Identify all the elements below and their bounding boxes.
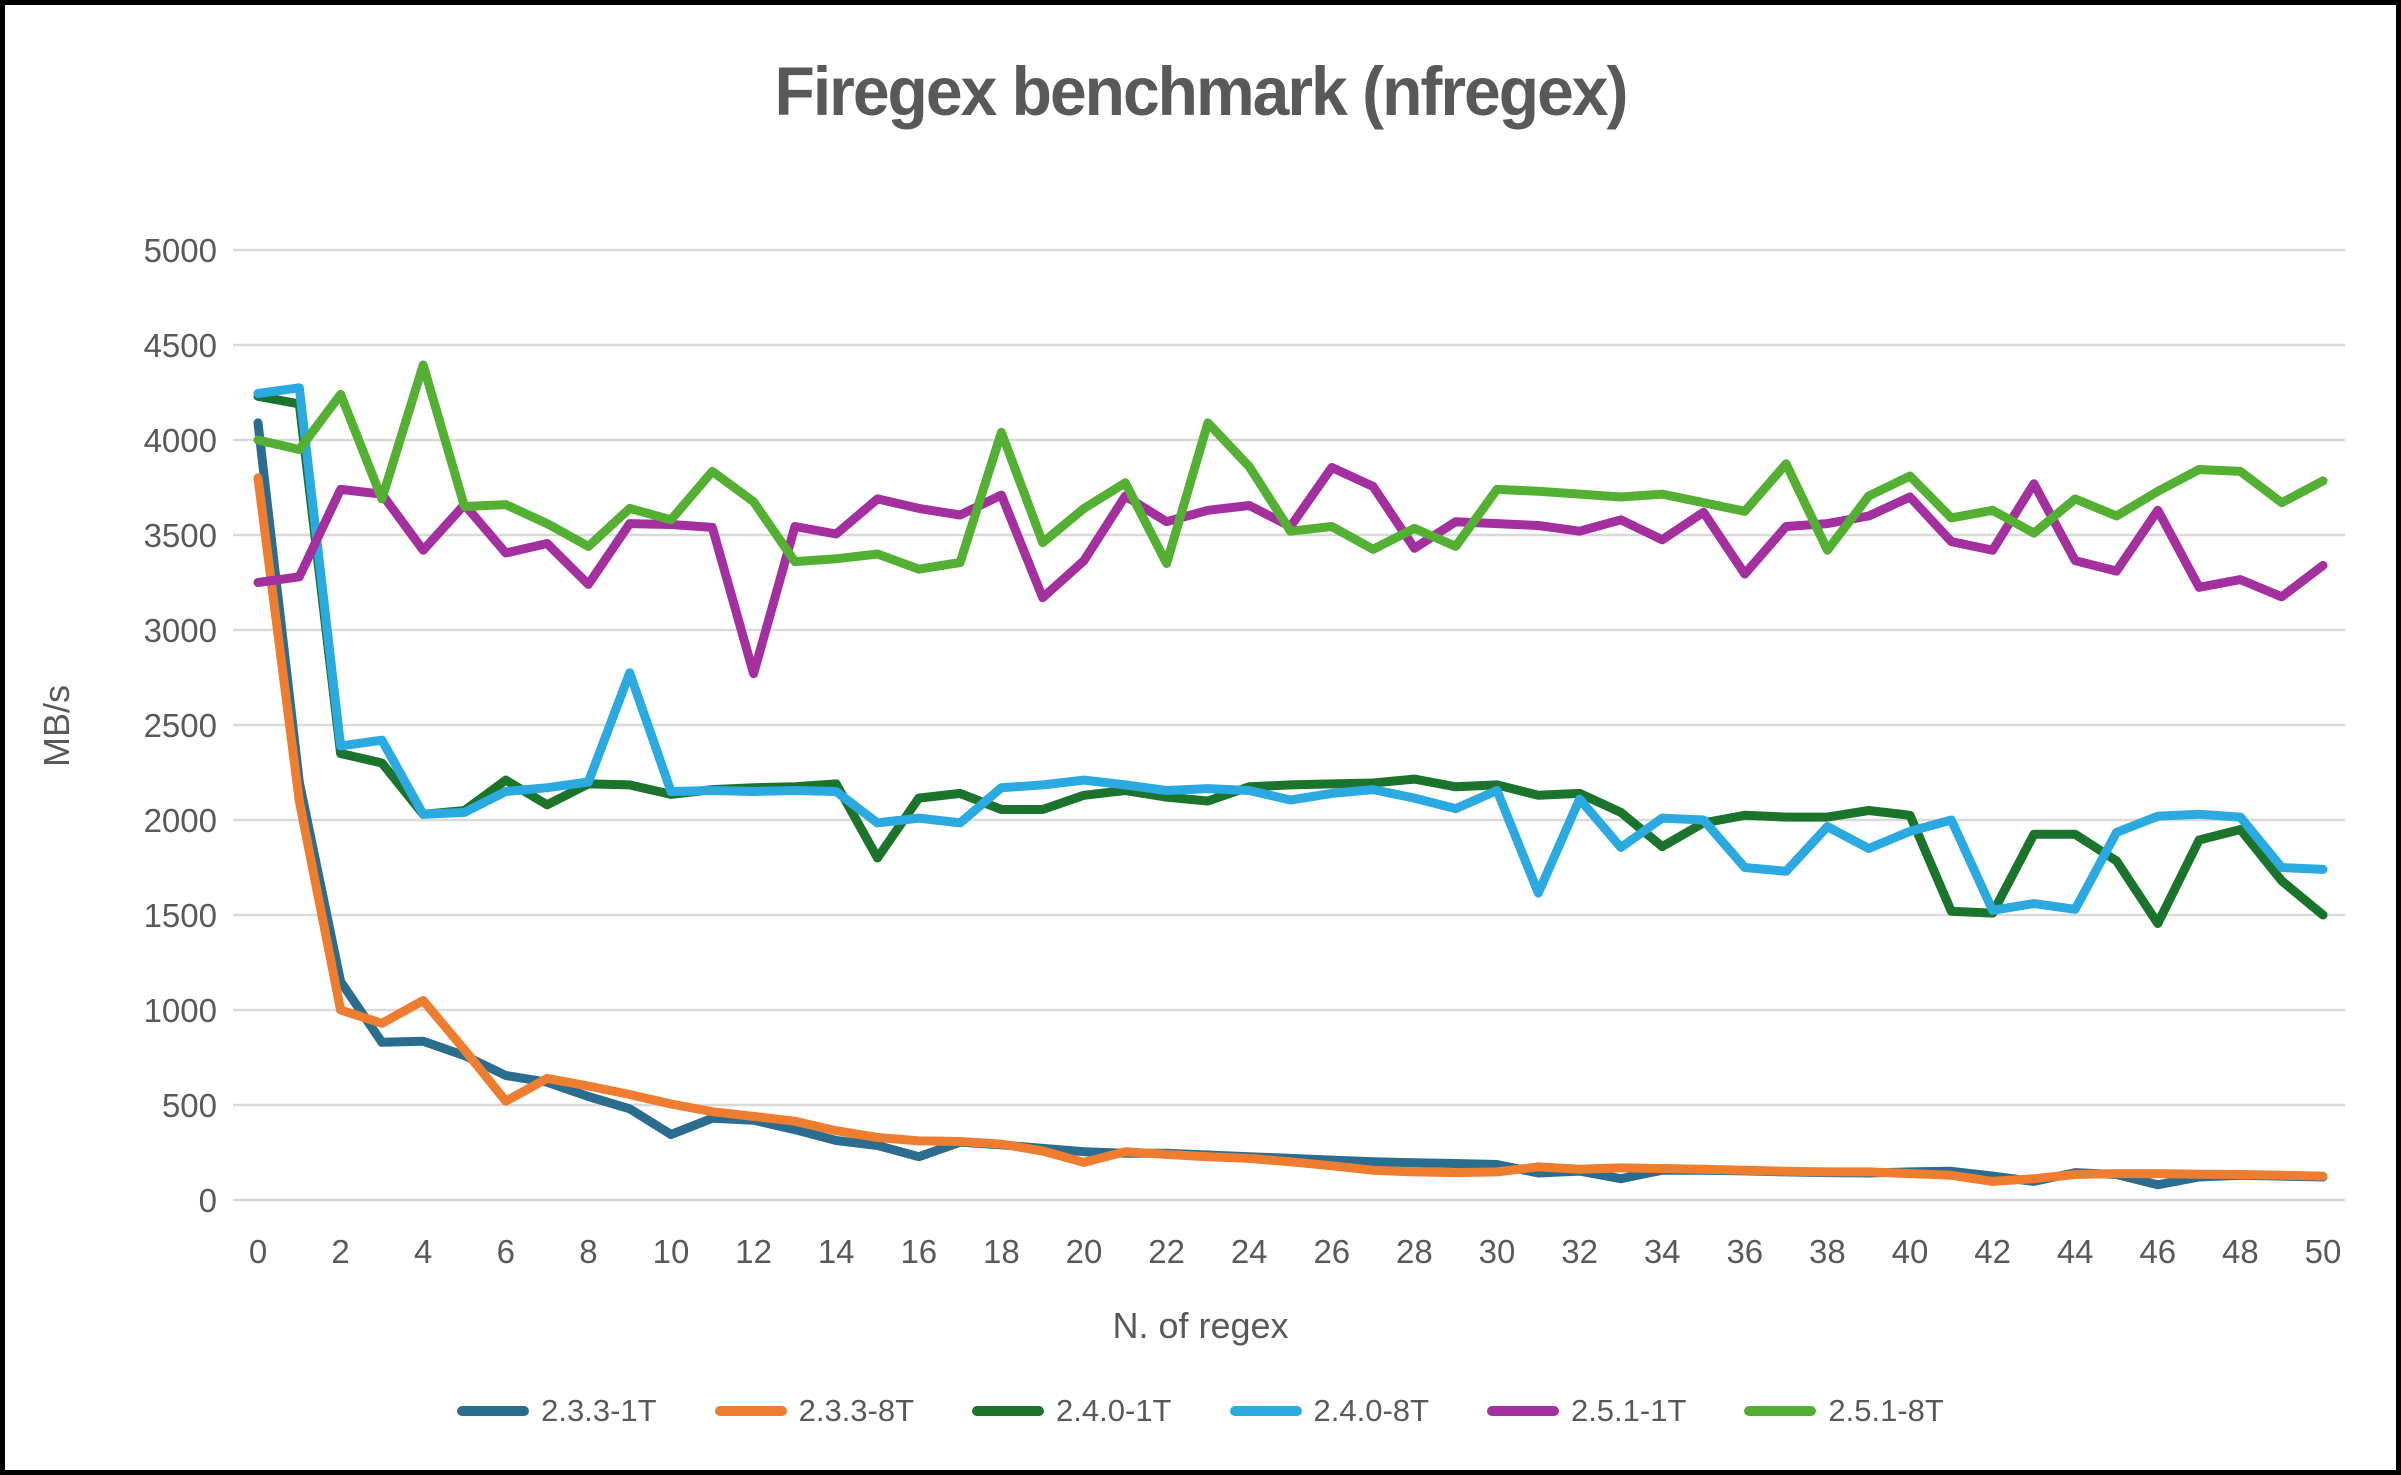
x-tick-label-16: 16: [900, 1233, 937, 1270]
y-tick-label-2500: 2500: [144, 707, 217, 744]
series-line-2.4.0-8T: [253, 383, 2328, 915]
x-tick-label-4: 4: [414, 1233, 432, 1270]
y-tick-label-2000: 2000: [144, 802, 217, 839]
x-tick-label-34: 34: [1644, 1233, 1681, 1270]
chart-plot-area: 0 500 1000 1500 2000 2500 3000 3500 4000 4500 5000…: [5, 5, 2396, 1470]
y-tick-label-500: 500: [162, 1087, 217, 1124]
y-axis-title: MB/s: [36, 685, 77, 768]
series-line-2.5.1-1T: [253, 463, 2328, 679]
legend-item-2.5.1-1T: 2.5.1-1T: [1486, 1393, 1687, 1429]
x-tick-label-24: 24: [1231, 1233, 1268, 1270]
x-tick-label-36: 36: [1726, 1233, 1763, 1270]
series-line-2.4.0-1T: [253, 391, 2328, 928]
legend-item-2.4.0-1T: 2.4.0-1T: [972, 1393, 1172, 1429]
x-tick-label-10: 10: [653, 1233, 690, 1270]
x-axis-tick-labels: 0 2 4 6 8 10 12 14 16 18 20 22 24 26 28 30 32 34 36 38 40 42 4…: [249, 1233, 2342, 1270]
legend-swatch-2.4.0-1T: [972, 1406, 1045, 1416]
x-tick-label-12: 12: [735, 1233, 772, 1270]
legend-item-2.3.3-8T: 2.3.3-8T: [714, 1393, 915, 1429]
gridlines: [233, 248, 2345, 1202]
x-tick-label-46: 46: [2139, 1233, 2176, 1270]
legend-label-2.5.1-8T: 2.5.1-8T: [1828, 1393, 1944, 1428]
chart-svg: 0500100015002000250030003500400045005000…: [144, 232, 2345, 1270]
legend-label-2.5.1-1T: 2.5.1-1T: [1570, 1393, 1687, 1428]
legend-swatch-2.3.3-8T: [714, 1406, 787, 1416]
x-tick-label-6: 6: [497, 1233, 515, 1270]
legend-item-2.5.1-8T: 2.5.1-8T: [1744, 1393, 1944, 1429]
y-tick-label-4000: 4000: [144, 422, 217, 459]
y-tick-label-1500: 1500: [144, 897, 217, 934]
legend-swatch-2.5.1-8T: [1744, 1406, 1817, 1416]
x-tick-label-40: 40: [1892, 1233, 1929, 1270]
x-tick-label-22: 22: [1148, 1233, 1185, 1270]
x-tick-label-8: 8: [579, 1233, 597, 1270]
y-tick-label-1000: 1000: [144, 992, 217, 1029]
x-tick-label-42: 42: [1974, 1233, 2011, 1270]
legend-item-2.3.3-1T: 2.3.3-1T: [457, 1393, 657, 1429]
legend-item-2.4.0-8T: 2.4.0-8T: [1229, 1393, 1429, 1429]
legend-label-2.3.3-8T: 2.3.3-8T: [798, 1393, 915, 1428]
y-tick-label-5000: 5000: [144, 232, 217, 269]
legend: 2.3.3-1T 2.3.3-8T 2.4.0-1T 2.4.0-8T 2.5.1-1T…: [5, 1393, 2396, 1429]
x-tick-label-30: 30: [1479, 1233, 1516, 1270]
x-tick-label-50: 50: [2305, 1233, 2342, 1270]
x-tick-label-20: 20: [1066, 1233, 1103, 1270]
y-axis-tick-labels: 0 500 1000 1500 2000 2500 3000 3500 4000 4500 5000: [144, 232, 217, 1219]
legend-label-2.3.3-1T: 2.3.3-1T: [541, 1393, 657, 1428]
x-tick-label-48: 48: [2222, 1233, 2259, 1270]
legend-swatch-2.5.1-1T: [1486, 1406, 1559, 1416]
chart-title: Firegex benchmark (nfregex): [774, 52, 1629, 130]
legend-label-2.4.0-1T: 2.4.0-1T: [1056, 1393, 1172, 1428]
y-tick-label-3500: 3500: [144, 517, 217, 554]
x-tick-label-32: 32: [1561, 1233, 1598, 1270]
x-tick-label-38: 38: [1809, 1233, 1846, 1270]
x-tick-label-2: 2: [331, 1233, 349, 1270]
y-tick-label-4500: 4500: [144, 327, 217, 364]
series-line-2.5.1-8T: [253, 360, 2328, 574]
x-tick-label-14: 14: [818, 1233, 855, 1270]
x-tick-label-0: 0: [249, 1233, 267, 1270]
x-tick-label-18: 18: [983, 1233, 1020, 1270]
x-tick-label-28: 28: [1396, 1233, 1433, 1270]
x-tick-label-26: 26: [1313, 1233, 1350, 1270]
legend-swatch-2.4.0-8T: [1229, 1406, 1302, 1416]
legend-label-2.4.0-8T: 2.4.0-8T: [1313, 1393, 1429, 1428]
y-tick-label-0: 0: [199, 1182, 217, 1219]
y-tick-label-3000: 3000: [144, 612, 217, 649]
x-axis-title: N. of regex: [1112, 1305, 1289, 1346]
x-tick-label-44: 44: [2057, 1233, 2094, 1270]
series-line-2.3.3-8T: [253, 473, 2328, 1186]
legend-swatch-2.3.3-1T: [457, 1406, 530, 1416]
